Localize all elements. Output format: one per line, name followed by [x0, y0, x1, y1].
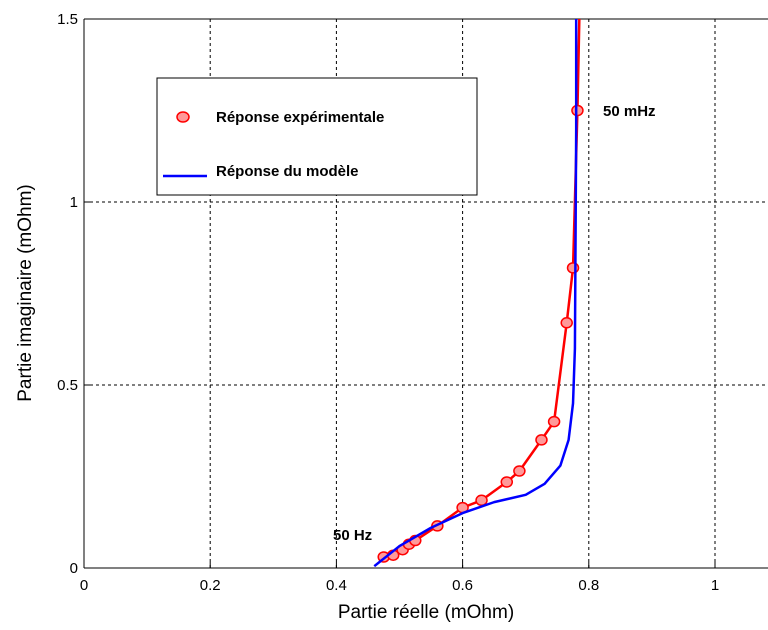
data-point-experimental: [513, 465, 526, 477]
legend-box: [156, 77, 478, 196]
legend: Réponse expérimentale Réponse du modèle: [156, 77, 478, 196]
data-point-experimental: [475, 494, 488, 507]
x-tick-label: 1: [711, 577, 719, 594]
data-point-experimental: [547, 415, 561, 428]
y-tick-label: 0: [70, 560, 78, 577]
x-tick-label: 0: [80, 577, 88, 594]
series-layer: [373, 18, 584, 568]
y-tick-label: 1.5: [57, 11, 78, 28]
legend-label-model: Réponse du modèle: [216, 163, 359, 180]
series-line-model: [373, 19, 578, 568]
x-tick-label: 0.6: [452, 577, 473, 594]
x-axis-label: Partie réelle (mOhm): [338, 602, 514, 623]
legend-label-experimental: Réponse expérimentale: [216, 109, 384, 126]
y-tick-label: 0.5: [57, 377, 78, 394]
y-axis-label: Partie imaginaire (mOhm): [15, 184, 36, 402]
axes: [83, 18, 768, 569]
data-point-experimental: [571, 104, 584, 117]
annotation-50mhz: 50 mHz: [603, 103, 656, 120]
x-tick-label: 0.4: [326, 577, 347, 594]
data-point-experimental: [566, 262, 580, 274]
tick-labels: 0 0.2 0.4 0.6 0.8 1 0 0.5 1 1.5: [57, 11, 719, 594]
data-point-experimental: [560, 317, 573, 329]
legend-marker-experimental: [176, 111, 190, 123]
legend-entry-experimental: Réponse expérimentale: [176, 109, 384, 126]
data-point-experimental: [535, 434, 548, 446]
annotation-50hz: 50 Hz: [333, 527, 372, 544]
legend-entry-model: Réponse du modèle: [163, 163, 359, 180]
x-tick-label: 0.8: [578, 577, 599, 594]
data-point-experimental: [500, 476, 514, 488]
x-tick-label: 0.2: [200, 577, 221, 594]
y-tick-label: 1: [70, 194, 78, 211]
